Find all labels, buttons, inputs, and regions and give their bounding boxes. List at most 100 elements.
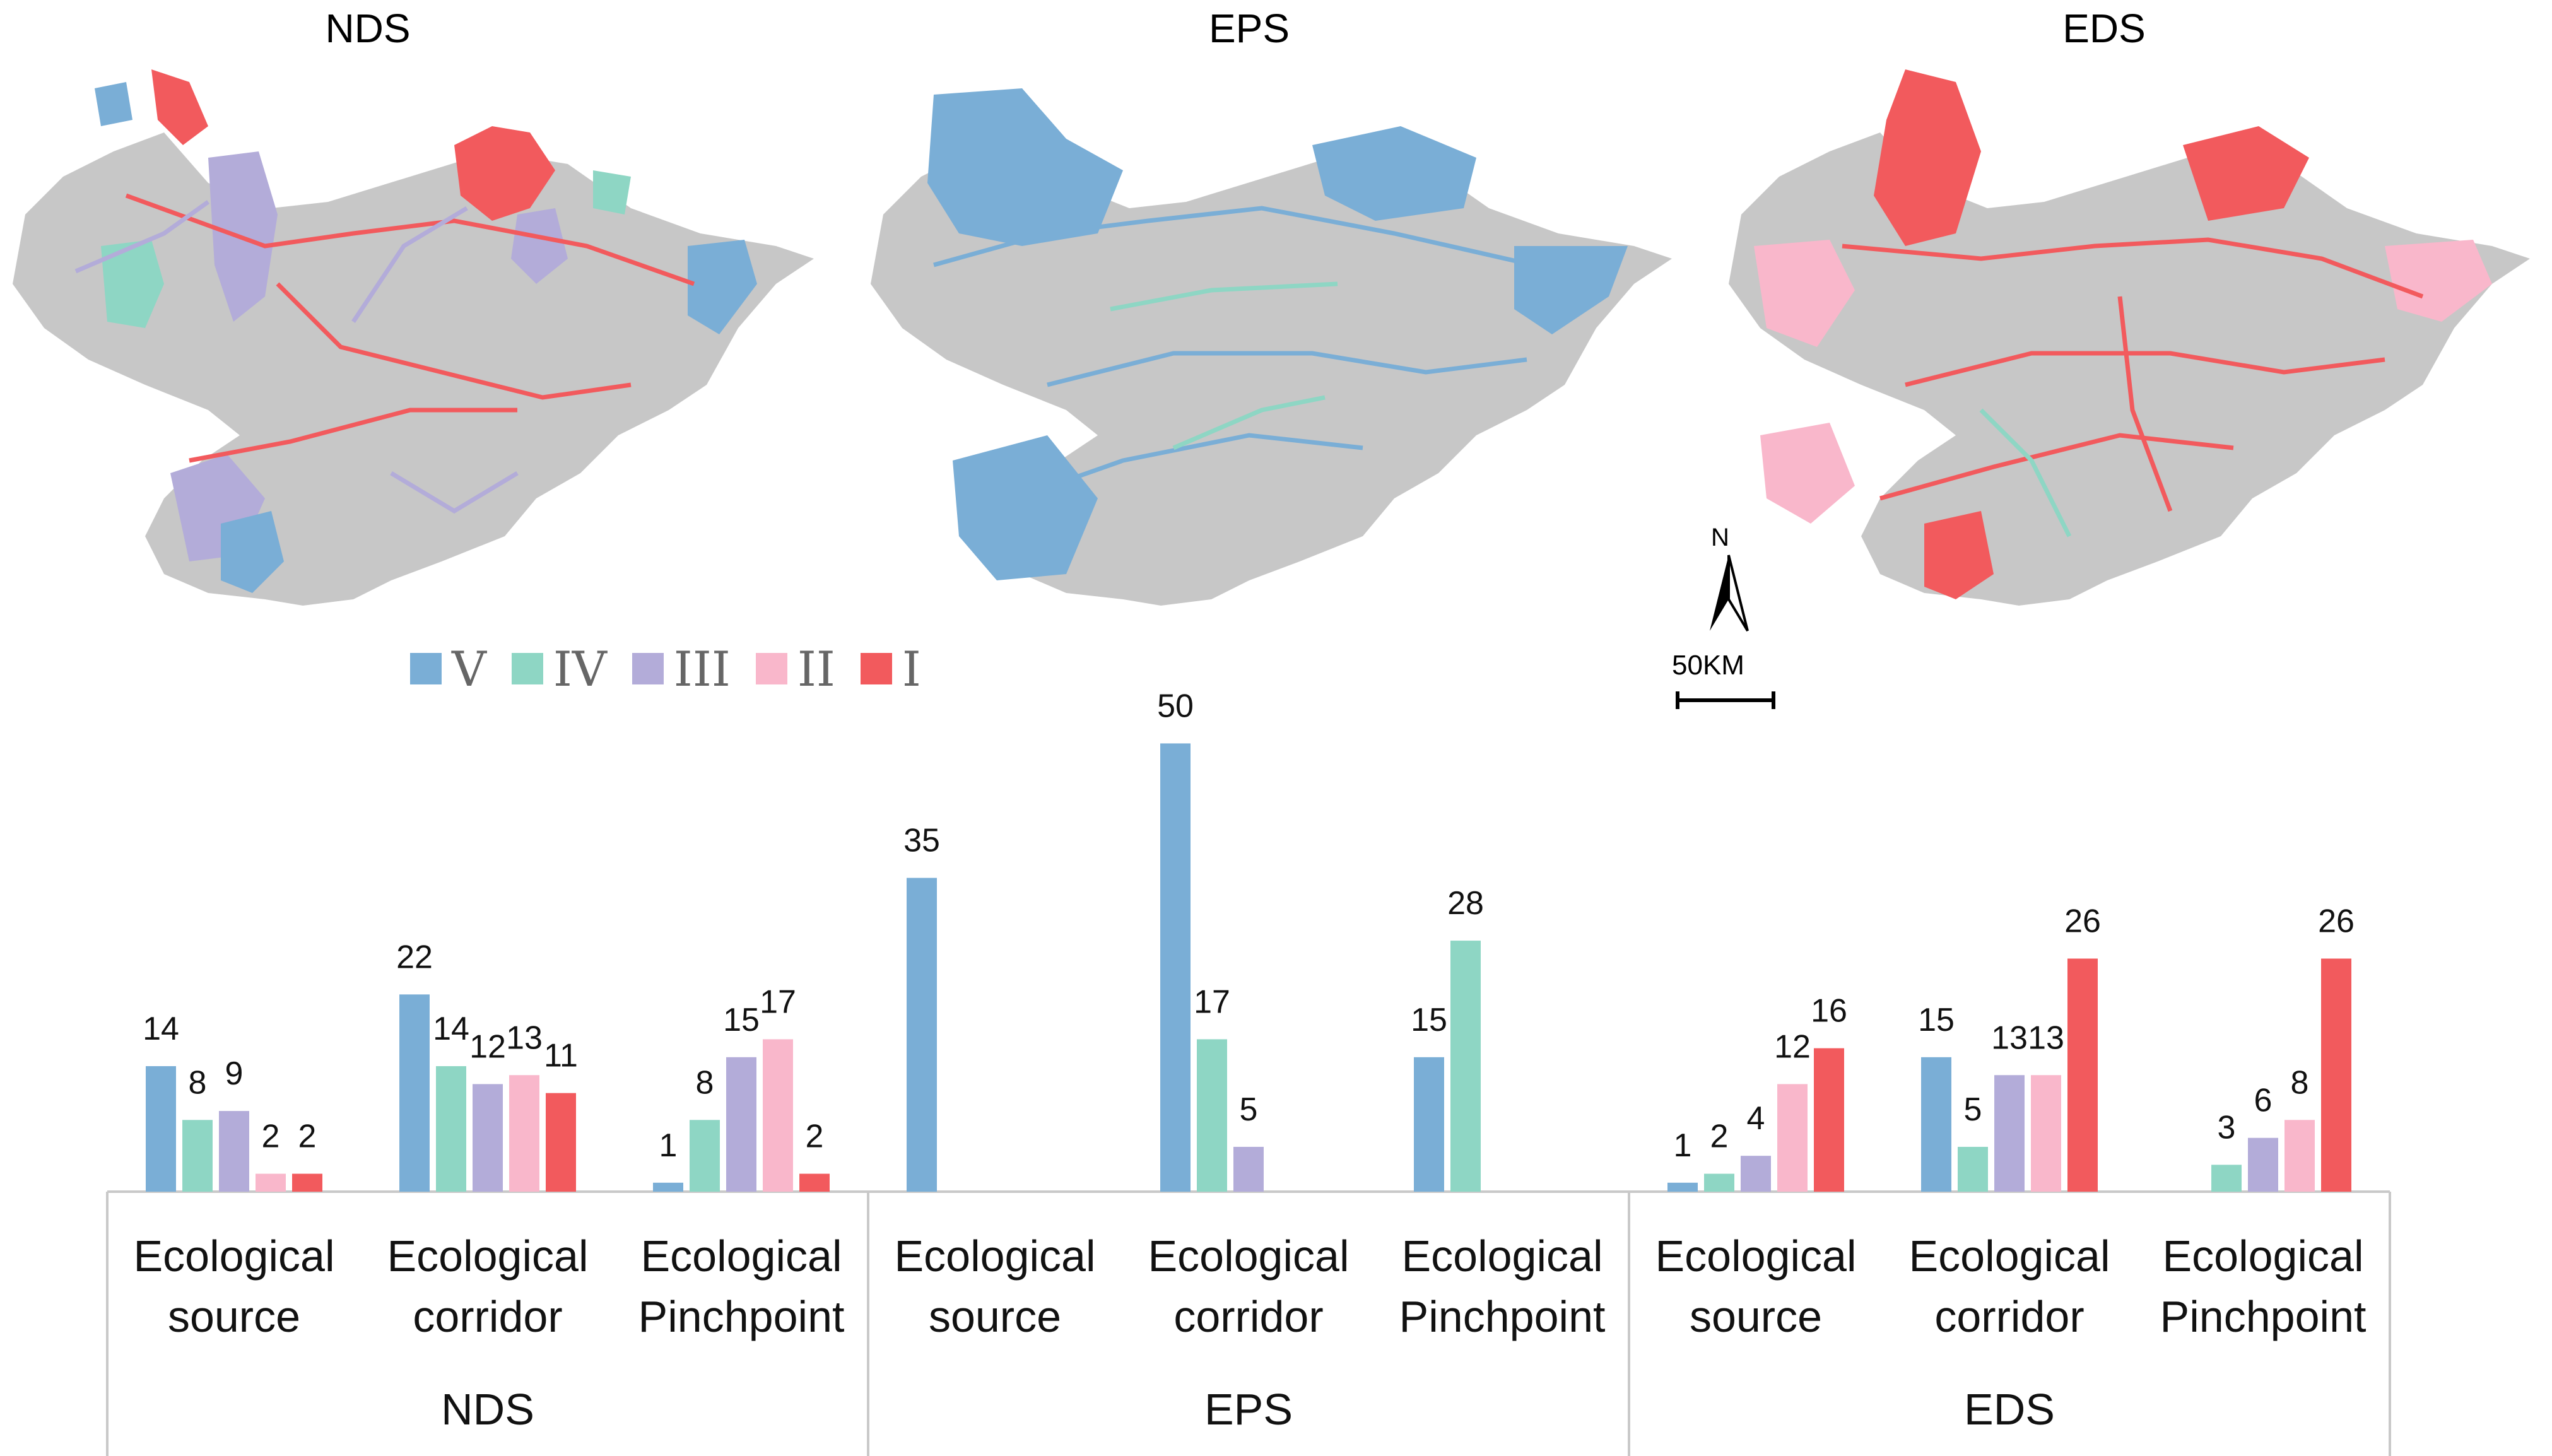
data-label: 8 bbox=[696, 1064, 714, 1101]
zone-i bbox=[151, 69, 555, 221]
map-nds bbox=[13, 69, 814, 606]
data-label: 12 bbox=[1774, 1028, 1811, 1065]
legend-swatch-iii bbox=[632, 653, 664, 684]
bar bbox=[1958, 1146, 1988, 1192]
legend-label-ii: II bbox=[797, 640, 835, 697]
bar bbox=[2031, 1075, 2061, 1192]
data-label: 5 bbox=[1240, 1091, 1258, 1128]
category-label: Ecological bbox=[1401, 1231, 1602, 1281]
data-label: 15 bbox=[723, 1002, 760, 1038]
data-label: 3 bbox=[2218, 1109, 2236, 1146]
scale-label: 50KM bbox=[1672, 650, 1744, 681]
bar bbox=[1704, 1173, 1734, 1192]
category-label: source bbox=[929, 1292, 1061, 1341]
category-label: Pinchpoint bbox=[638, 1292, 845, 1341]
category-label: source bbox=[168, 1292, 300, 1341]
legend-item-iii: III bbox=[632, 641, 731, 697]
category-label: Ecological bbox=[894, 1231, 1095, 1281]
legend-swatch-iv bbox=[511, 653, 543, 684]
bar bbox=[1667, 1182, 1698, 1192]
category-label: corridor bbox=[413, 1292, 562, 1341]
bar bbox=[1921, 1057, 1951, 1192]
bar bbox=[219, 1111, 249, 1192]
legend-swatch-v bbox=[410, 653, 442, 684]
corridor-lines bbox=[125, 193, 695, 463]
bar bbox=[473, 1084, 503, 1192]
data-label: 14 bbox=[433, 1011, 469, 1047]
north-label: N bbox=[1711, 524, 1729, 551]
zone-iii bbox=[170, 151, 568, 561]
category-label: Ecological bbox=[133, 1231, 334, 1281]
bar bbox=[763, 1039, 793, 1192]
category-label: Ecological bbox=[1908, 1231, 2110, 1281]
map-eds bbox=[1729, 69, 2530, 606]
data-label: 6 bbox=[2254, 1083, 2273, 1119]
bar bbox=[1814, 1048, 1844, 1192]
category-label: Ecological bbox=[387, 1231, 588, 1281]
zone-i bbox=[1874, 69, 2309, 599]
bar bbox=[146, 1066, 176, 1192]
map-title-eps: EPS bbox=[1208, 6, 1290, 51]
data-label: 16 bbox=[1811, 993, 1847, 1030]
legend-label-iii: III bbox=[673, 640, 731, 697]
data-label: 14 bbox=[143, 1011, 179, 1047]
category-label: Ecological bbox=[2162, 1231, 2363, 1281]
data-label: 13 bbox=[506, 1019, 543, 1056]
data-label: 17 bbox=[1194, 983, 1230, 1020]
data-label: 17 bbox=[760, 983, 796, 1020]
region-base bbox=[13, 132, 814, 606]
data-label: 2 bbox=[1710, 1118, 1729, 1155]
scale-bar-icon bbox=[1676, 691, 1775, 709]
bar bbox=[2321, 958, 2351, 1192]
bar bbox=[399, 994, 430, 1192]
bar bbox=[546, 1093, 576, 1192]
data-label: 13 bbox=[2028, 1019, 2064, 1056]
data-label: 22 bbox=[396, 939, 433, 975]
north-arrow-icon bbox=[1710, 555, 1749, 632]
bar bbox=[1233, 1146, 1264, 1192]
bar bbox=[907, 878, 937, 1192]
corridor-lines-2 bbox=[74, 200, 519, 514]
bar bbox=[2211, 1165, 2242, 1192]
data-label: 2 bbox=[262, 1118, 280, 1155]
bar bbox=[436, 1066, 466, 1192]
legend: V IV III II I bbox=[410, 637, 921, 700]
bar bbox=[509, 1075, 539, 1192]
group-label: EDS bbox=[1964, 1385, 2055, 1434]
legend-item-i: I bbox=[860, 640, 921, 697]
data-label: 5 bbox=[1964, 1091, 1982, 1128]
data-label: 15 bbox=[1918, 1002, 1955, 1038]
data-label: 8 bbox=[189, 1064, 207, 1101]
bar bbox=[2067, 958, 2098, 1192]
legend-label-i: I bbox=[902, 640, 921, 697]
bar bbox=[2248, 1137, 2278, 1192]
bar bbox=[182, 1120, 213, 1192]
bar bbox=[2284, 1120, 2315, 1192]
category-label: corridor bbox=[1934, 1292, 2084, 1341]
data-label: 1 bbox=[659, 1127, 678, 1164]
legend-label-v: V bbox=[452, 640, 486, 697]
data-label: 13 bbox=[1991, 1019, 2028, 1056]
bar bbox=[799, 1173, 830, 1192]
bar bbox=[1197, 1039, 1227, 1192]
data-label: 2 bbox=[298, 1118, 317, 1155]
legend-item-iv: IV bbox=[511, 640, 607, 697]
category-label: Ecological bbox=[1148, 1231, 1349, 1281]
legend-label-iv: IV bbox=[553, 640, 607, 697]
corridor-lines bbox=[933, 206, 1534, 501]
corridor-lines-2 bbox=[1110, 281, 1338, 450]
category-label: corridor bbox=[1173, 1292, 1323, 1341]
bar bbox=[653, 1182, 683, 1192]
bar bbox=[256, 1173, 286, 1192]
group-label: NDS bbox=[441, 1385, 534, 1434]
bar bbox=[1777, 1084, 1808, 1192]
zone-v bbox=[927, 88, 1628, 580]
data-label: 1 bbox=[1674, 1127, 1692, 1164]
category-label: Pinchpoint bbox=[2160, 1292, 2367, 1341]
bar bbox=[1994, 1075, 2025, 1192]
legend-swatch-i bbox=[860, 653, 892, 684]
category-label: Ecological bbox=[640, 1231, 842, 1281]
legend-item-ii: II bbox=[755, 640, 835, 697]
bar bbox=[1414, 1057, 1444, 1192]
